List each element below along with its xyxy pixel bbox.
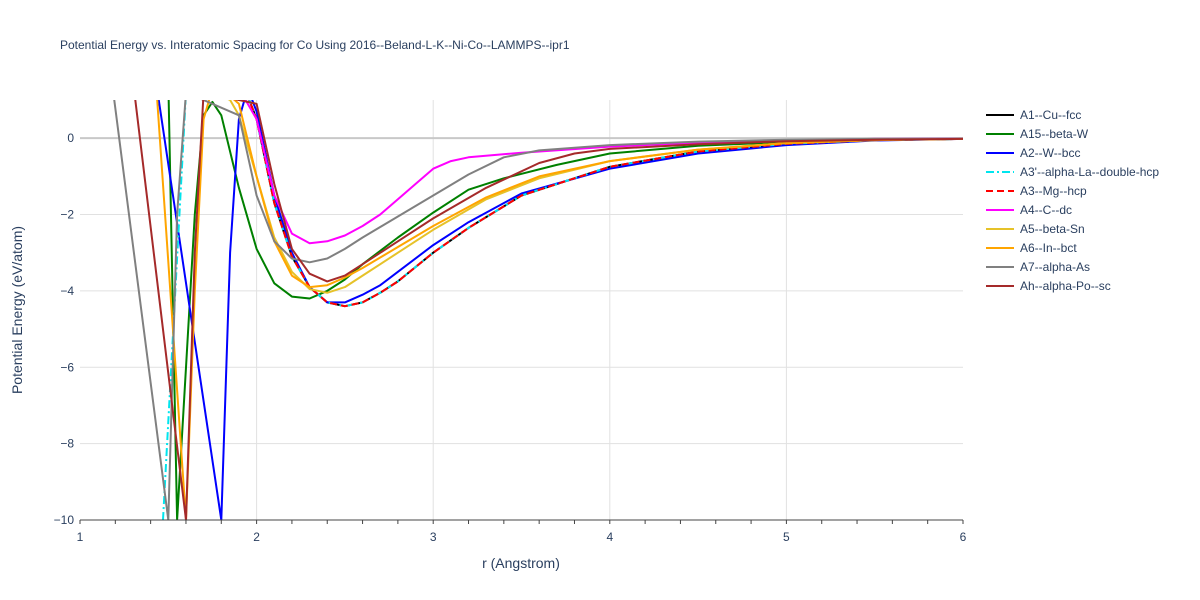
legend-label: A15--beta-W	[1020, 127, 1089, 141]
legend-item[interactable]: A3'--alpha-La--double-hcp	[986, 165, 1159, 179]
legend-label: A4--C--dc	[1020, 203, 1072, 217]
x-axis-title: r (Angstrom)	[482, 555, 560, 571]
x-tick-label: 5	[783, 530, 790, 544]
series-line-6	[227, 100, 963, 294]
legend-item[interactable]: A1--Cu--fcc	[986, 108, 1081, 122]
x-tick-label: 4	[606, 530, 613, 544]
series-line-7	[156, 100, 963, 520]
series-line-0	[248, 100, 963, 308]
axes: 1 2 3 4 5 6 0 −2 −4 −6 −8 −10	[54, 131, 967, 544]
legend-item[interactable]: A3--Mg--hcp	[986, 184, 1087, 198]
series-line-5	[244, 100, 963, 245]
legend-label: A3'--alpha-La--double-hcp	[1020, 165, 1159, 179]
x-tick-label: 2	[253, 530, 260, 544]
y-tick-label: 0	[67, 131, 74, 145]
y-tick-label: −4	[60, 284, 74, 298]
legend-label: A5--beta-Sn	[1020, 222, 1085, 236]
legend-label: Ah--alpha-Po--sc	[1020, 279, 1111, 293]
legend-label: A7--alpha-As	[1020, 260, 1090, 274]
legend-label: A1--Cu--fcc	[1020, 108, 1081, 122]
legend-item[interactable]: Ah--alpha-Po--sc	[986, 279, 1111, 293]
y-tick-label: −8	[60, 437, 74, 451]
series-line-4	[248, 100, 963, 308]
x-tick-label: 3	[430, 530, 437, 544]
series-line-3	[162, 100, 963, 520]
series-line-9	[134, 100, 963, 520]
legend-item[interactable]: A7--alpha-As	[986, 260, 1090, 274]
legend-item[interactable]: A2--W--bcc	[986, 146, 1080, 160]
y-axis-title: Potential Energy (eV/atom)	[9, 226, 25, 394]
x-tick-label: 6	[960, 530, 967, 544]
legend-label: A3--Mg--hcp	[1020, 184, 1087, 198]
legend-label: A2--W--bcc	[1020, 146, 1080, 160]
y-tick-label: −2	[60, 208, 74, 222]
series-layer	[113, 100, 963, 520]
series-line-1	[167, 100, 963, 520]
y-tick-label: −6	[60, 360, 74, 374]
legend: A1--Cu--fcc A15--beta-W A2--W--bcc A3'--alp…	[986, 108, 1159, 293]
legend-item[interactable]: A4--C--dc	[986, 203, 1072, 217]
legend-item[interactable]: A5--beta-Sn	[986, 222, 1085, 236]
series-line-2	[157, 100, 963, 520]
x-tick-label: 1	[77, 530, 84, 544]
chart-title: Potential Energy vs. Interatomic Spacing…	[60, 38, 570, 52]
legend-label: A6--In--bct	[1020, 241, 1077, 255]
legend-item[interactable]: A15--beta-W	[986, 127, 1089, 141]
y-tick-label: −10	[54, 513, 75, 527]
legend-item[interactable]: A6--In--bct	[986, 241, 1077, 255]
series-line-8	[113, 100, 963, 520]
